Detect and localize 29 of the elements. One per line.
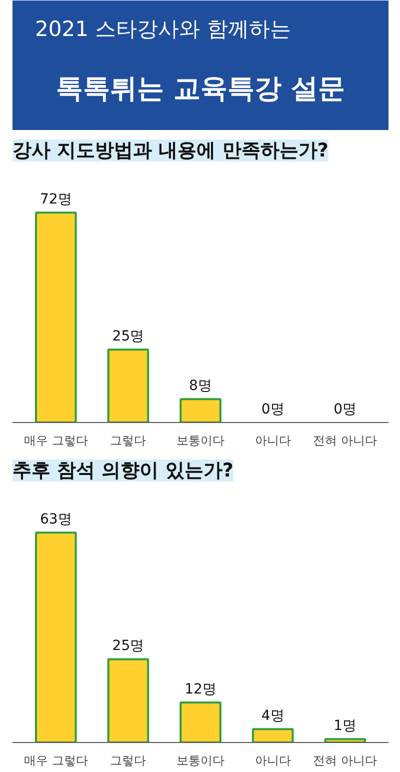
x-tick-label: 전혀 아니다 (313, 434, 378, 448)
x-tick-label: 그렇다 (110, 754, 146, 768)
x-tick-label: 보통이다 (176, 754, 224, 768)
data-label: 63명 (40, 512, 72, 528)
data-label: 0명 (261, 402, 284, 418)
data-label: 12명 (184, 682, 216, 698)
text: 톡톡튀는 교육특강 설문 (56, 73, 345, 104)
data-label: 8명 (189, 378, 212, 394)
bar (107, 658, 150, 742)
bar (252, 728, 294, 742)
data-label: 72명 (40, 192, 72, 208)
bar (180, 702, 222, 742)
chart-title: 추후 참석 의향이 있는가? (12, 460, 234, 482)
chart-title: 강사 지도방법과 내용에 만족하는가? (12, 140, 328, 162)
text: 2021 스타강사와 함께하는 (35, 17, 291, 42)
data-label: 0명 (334, 402, 357, 418)
bar (324, 738, 366, 742)
data-label: 25명 (112, 638, 144, 654)
x-tick-label: 그렇다 (110, 434, 146, 448)
x-tick-label: 매우 그렇다 (24, 434, 88, 448)
x-tick-label: 보통이다 (176, 434, 224, 448)
data-label: 25명 (112, 328, 144, 345)
x-tick-label: 매우 그렇다 (24, 754, 88, 768)
x-tick-label: 아니다 (254, 754, 291, 768)
data-label: 1명 (334, 718, 357, 734)
x-tick-label: 전혀 아니다 (313, 754, 378, 768)
x-tick-label: 아니다 (254, 434, 291, 448)
bar (35, 532, 77, 742)
data-label: 4명 (261, 708, 284, 724)
